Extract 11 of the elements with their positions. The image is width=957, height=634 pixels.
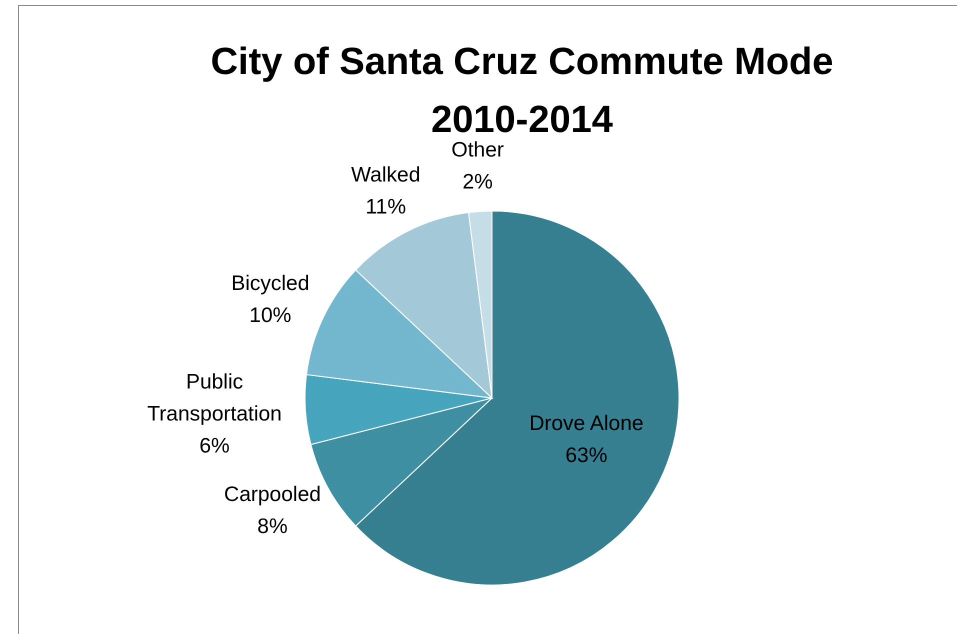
- slice-label: Carpooled: [224, 482, 321, 506]
- data-label: 63%: [565, 443, 608, 466]
- data-label: 6%: [199, 434, 230, 458]
- slice-label: Public Transportation: [147, 370, 282, 426]
- data-label: 8%: [257, 514, 288, 538]
- data-label: 11%: [366, 194, 406, 218]
- data-label: 10%: [249, 303, 292, 326]
- slice-label: Walked: [351, 162, 420, 186]
- slice-label: Bicycled: [231, 271, 310, 294]
- slice-label: Drove Alone: [529, 411, 644, 434]
- data-label: 2%: [462, 170, 493, 193]
